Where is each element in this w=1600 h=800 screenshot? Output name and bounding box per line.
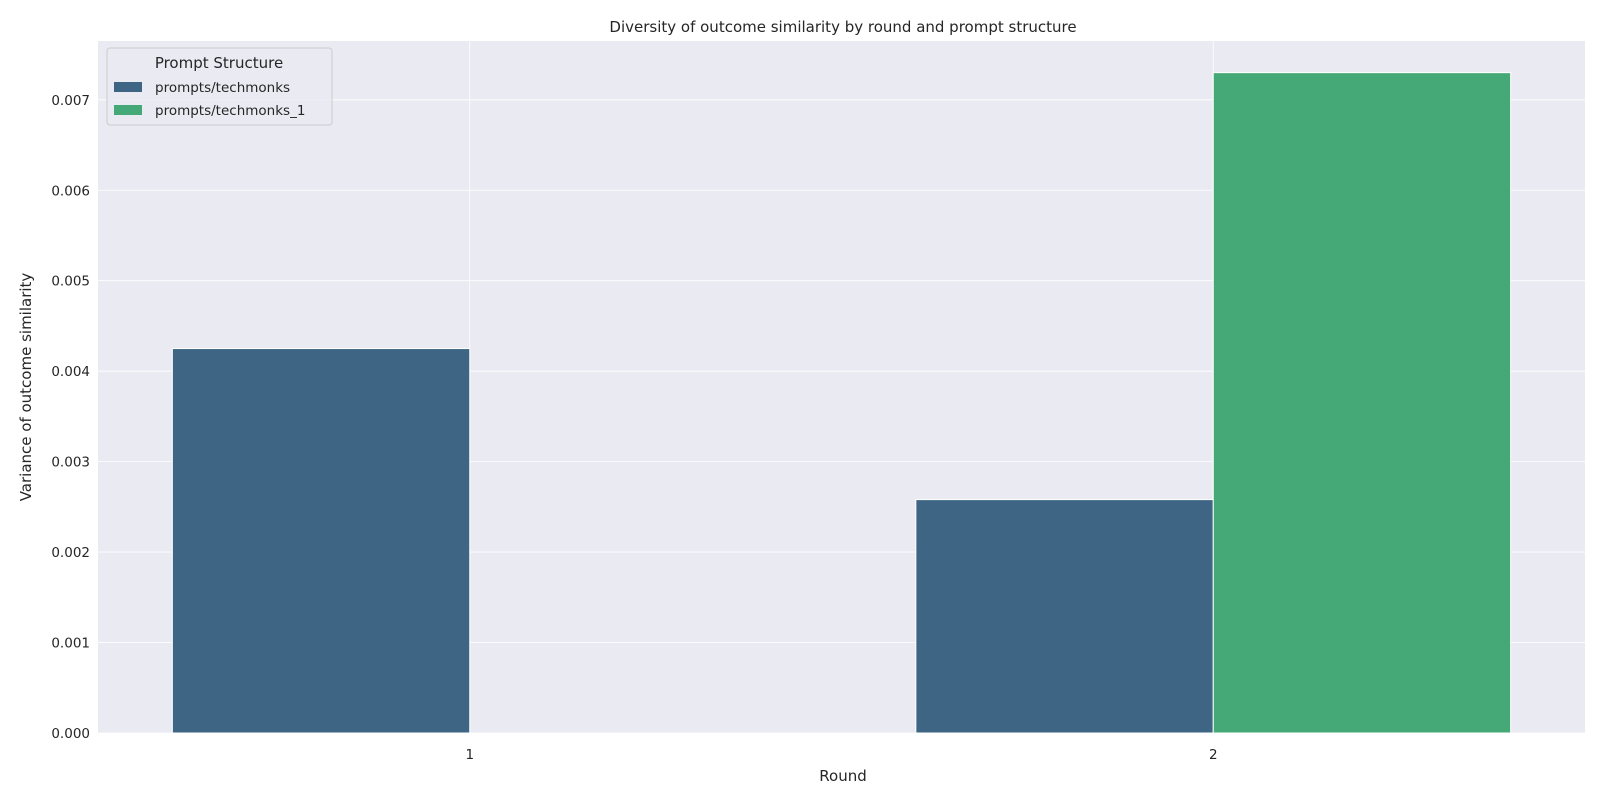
bars bbox=[171, 72, 1512, 734]
legend-box bbox=[106, 47, 333, 126]
x-tick-label: 1 bbox=[465, 747, 474, 763]
y-tick-label: 0.003 bbox=[51, 455, 90, 471]
x-axis-label: Round bbox=[819, 767, 866, 785]
legend-swatch bbox=[114, 105, 142, 115]
y-axis-ticks: 0.000 0.001 0.002 0.003 0.004 0.005 0.006 0.007 bbox=[51, 93, 90, 742]
bar bbox=[1212, 72, 1512, 734]
y-tick-label: 0.004 bbox=[51, 364, 90, 380]
chart-title: Diversity of outcome similarity by round… bbox=[609, 18, 1076, 36]
y-tick-label: 0.005 bbox=[51, 274, 90, 290]
legend-entry: prompts/techmonks_1 bbox=[155, 103, 305, 119]
y-tick-label: 0.006 bbox=[51, 183, 90, 199]
y-tick-label: 0.000 bbox=[51, 726, 90, 742]
bar bbox=[915, 499, 1214, 734]
x-tick-label: 2 bbox=[1209, 747, 1218, 763]
legend-entry: prompts/techmonks bbox=[155, 80, 290, 96]
legend-title: Prompt Structure bbox=[155, 54, 283, 72]
bar bbox=[171, 348, 471, 734]
y-tick-label: 0.007 bbox=[51, 93, 90, 109]
y-axis-label: Variance of outcome similarity bbox=[17, 273, 35, 502]
legend: Prompt Structure prompts/techmonks prompt… bbox=[106, 47, 333, 126]
y-tick-label: 0.002 bbox=[51, 545, 90, 561]
y-tick-label: 0.001 bbox=[51, 636, 90, 652]
legend-swatch bbox=[114, 82, 142, 92]
